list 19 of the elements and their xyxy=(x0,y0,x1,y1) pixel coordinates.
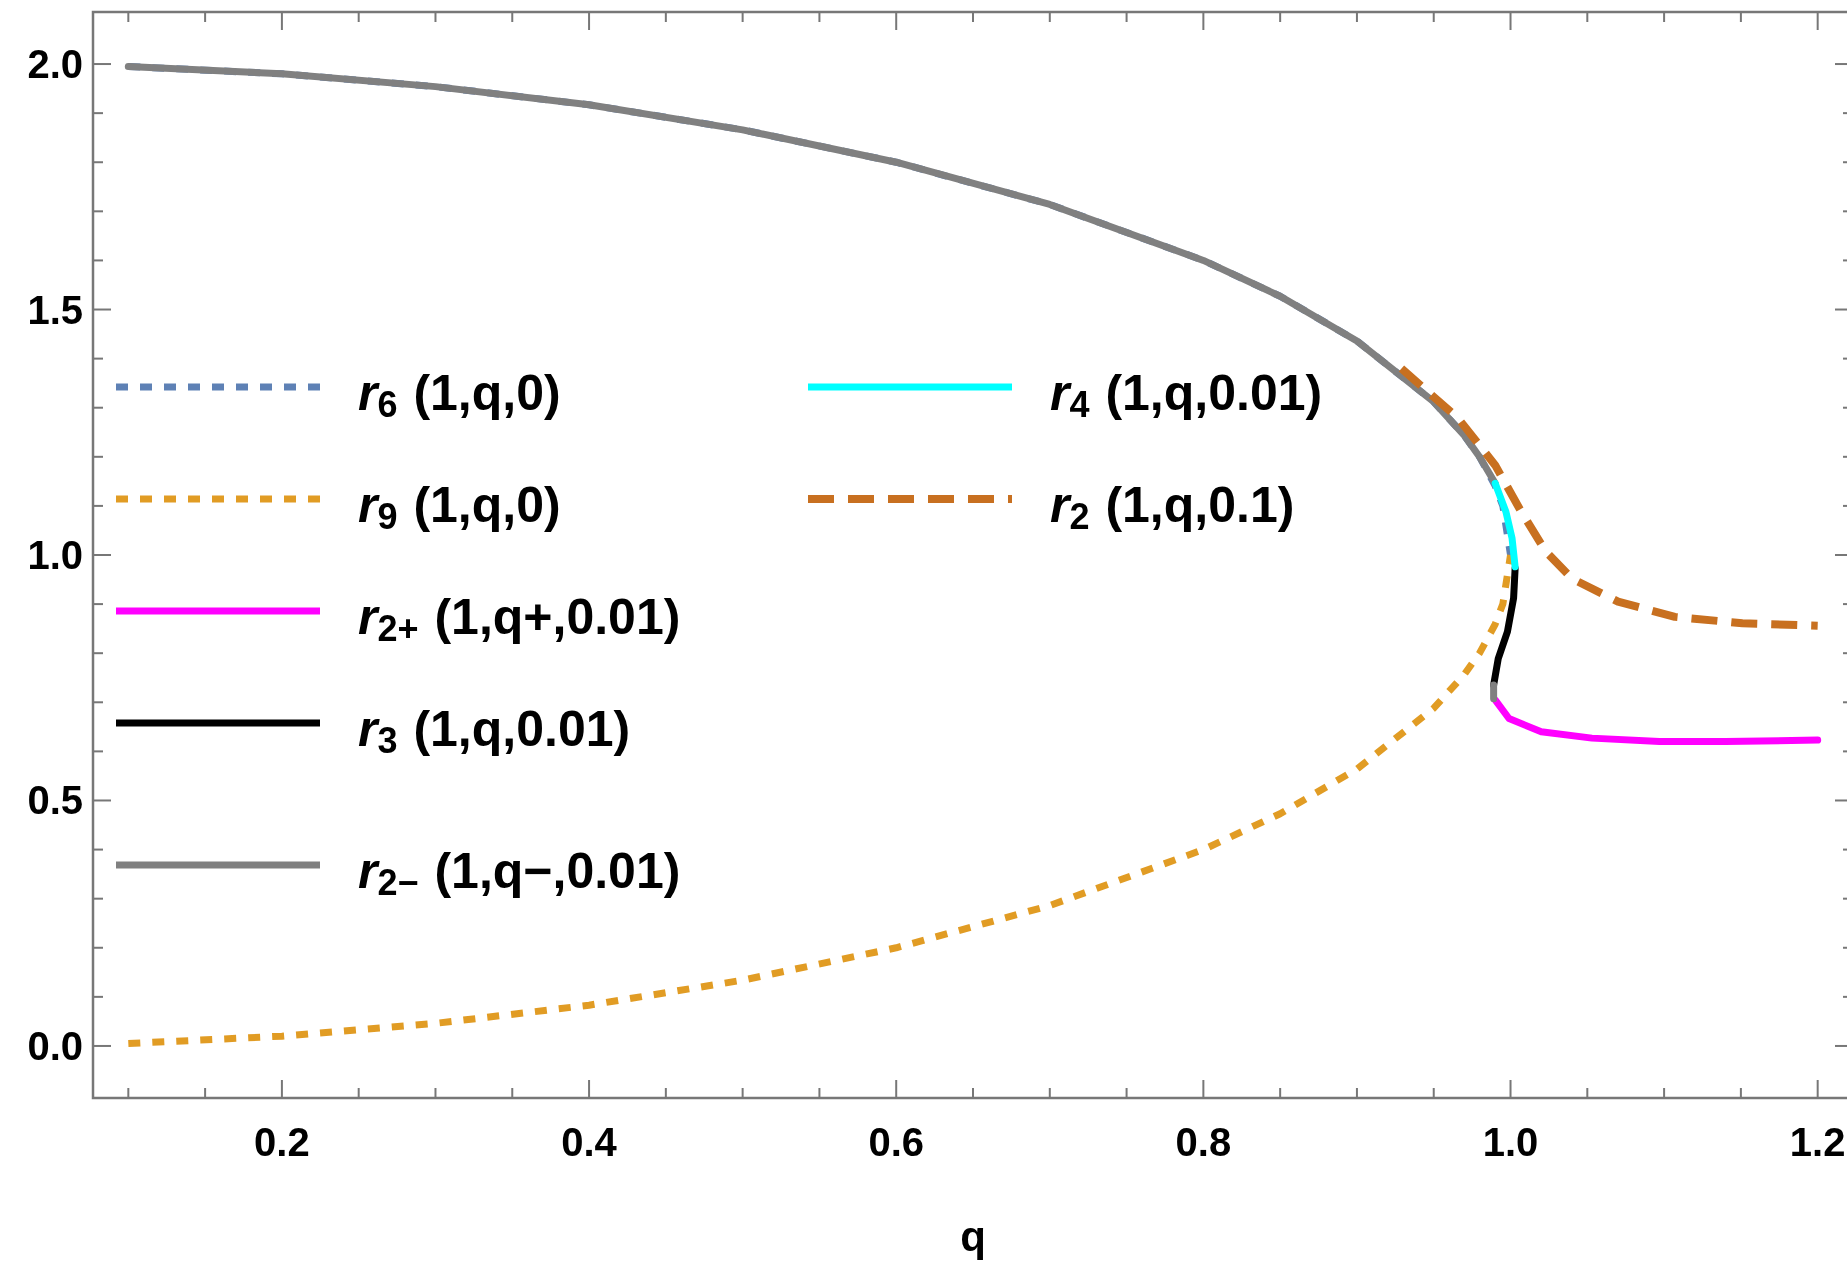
legend-label: r$_{2−}$(1,q−,0.01) xyxy=(358,843,681,904)
y-tick-label: 0.0 xyxy=(27,1023,83,1068)
x-tick-label: 0.2 xyxy=(254,1120,310,1164)
y-tick-label: 0.5 xyxy=(27,778,83,823)
legend-label: r$_{6}$(1,q,0) xyxy=(358,365,561,426)
legend-label: r$_{3}$(1,q,0.01) xyxy=(358,701,631,762)
y-tick-label: 1.0 xyxy=(27,533,83,577)
y-tick-label: 1.5 xyxy=(27,287,83,332)
legend-label: r$_{2+}$(1,q+,0.01) xyxy=(358,589,681,650)
legend-label: r$_{4}$(1,q,0.01) xyxy=(1050,365,1323,426)
legend-label: r$_{9}$(1,q,0) xyxy=(358,477,561,538)
x-axis-title: q xyxy=(960,1213,986,1260)
legend-label: r$_{2}$(1,q,0.1) xyxy=(1050,477,1295,538)
x-tick-label: 0.8 xyxy=(1175,1120,1232,1164)
y-tick-label: 2.0 xyxy=(27,42,83,87)
x-tick-label: 0.4 xyxy=(561,1120,618,1164)
x-tick-label: 0.6 xyxy=(868,1120,925,1164)
x-tick-label: 1.2 xyxy=(1789,1120,1846,1164)
x-tick-label: 1.0 xyxy=(1482,1120,1539,1164)
